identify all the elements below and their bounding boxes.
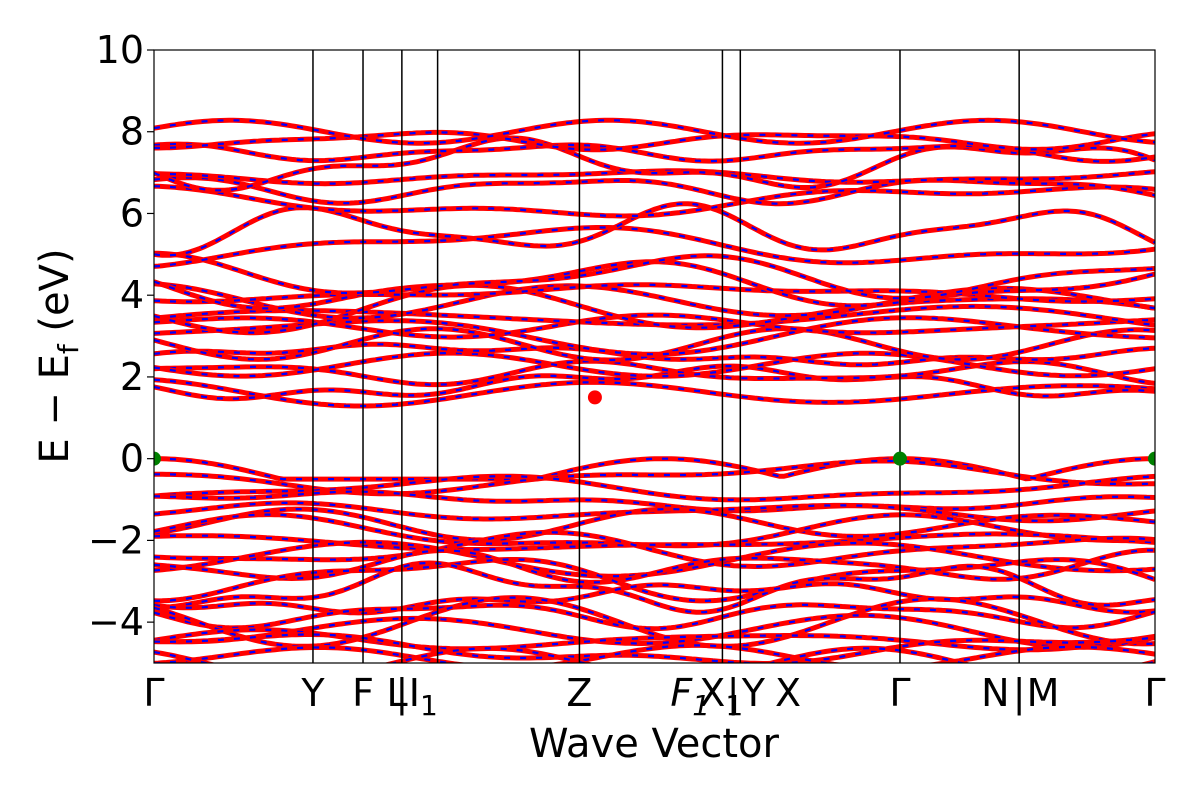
band-line-blue-dashed xyxy=(154,327,1155,362)
vbm-marker xyxy=(892,451,907,466)
x-tick-label: Γ xyxy=(889,671,910,715)
y-tick-label: −2 xyxy=(88,518,144,562)
band-line-red xyxy=(154,581,1155,616)
band-line-blue-dashed xyxy=(154,260,1155,310)
cbm-marker xyxy=(587,390,602,405)
band-line-red xyxy=(154,183,1155,219)
y-axis-title: E − Ef (eV) xyxy=(32,248,85,463)
plot-frame xyxy=(153,49,1156,664)
x-tick-label: N xyxy=(981,671,1009,715)
x-tick-label: Y xyxy=(300,671,325,715)
band-line-blue-dashed xyxy=(154,628,1155,651)
x-tick-label: Z xyxy=(566,671,592,715)
band-line-red xyxy=(154,506,1155,543)
band-line-blue-dashed xyxy=(154,532,1155,551)
x-tick-label: Γ xyxy=(143,671,164,715)
extrema-markers xyxy=(154,390,1155,466)
y-tick-label: 6 xyxy=(120,191,144,235)
y-tick-label: 0 xyxy=(120,437,144,481)
band-line-blue-dashed xyxy=(154,459,1155,495)
y-tick-label: 2 xyxy=(120,355,144,399)
x-tick-label: X1 xyxy=(699,671,743,722)
band-line-red xyxy=(154,529,1155,569)
band-line-red xyxy=(154,642,1155,663)
band-line-blue-dashed xyxy=(154,475,1155,502)
band-line-red xyxy=(154,612,1155,650)
band-line-red xyxy=(154,117,1155,146)
band-line-red xyxy=(154,175,1155,207)
x-axis-title: Wave Vector xyxy=(529,721,780,767)
band-line-blue-dashed xyxy=(154,252,1155,300)
band-line-blue-dashed xyxy=(154,283,1155,303)
band-line-blue-dashed xyxy=(154,131,1155,151)
x-tick-label: | xyxy=(395,671,408,716)
y-tick-label: 10 xyxy=(96,28,144,72)
band-line-red xyxy=(154,225,1155,269)
x-tick-label: M xyxy=(1027,671,1060,715)
x-tick-label: F xyxy=(352,671,374,715)
x-tick-label: L xyxy=(387,671,408,715)
high-symmetry-lines xyxy=(312,50,1020,663)
band-line-blue-dashed xyxy=(154,490,1155,512)
band-line-red xyxy=(154,632,1155,663)
x-tick-label: | xyxy=(727,671,740,716)
vbm-marker xyxy=(154,451,161,466)
band-line-blue-dashed xyxy=(154,561,1155,614)
y-tick-label: 8 xyxy=(120,110,144,154)
band-line-red xyxy=(154,547,1155,585)
x-tick-label: I1 xyxy=(409,671,438,722)
band-lines xyxy=(154,117,1155,663)
band-line-red xyxy=(154,129,1155,153)
x-tick-label: Y xyxy=(741,671,766,715)
band-line-blue-dashed xyxy=(154,284,1155,334)
vbm-marker xyxy=(1148,451,1155,466)
y-axis-ticks: −4 −2 0 2 4 6 8 10 xyxy=(88,28,154,644)
y-tick-label: −4 xyxy=(88,600,144,644)
band-line-blue-dashed xyxy=(154,136,1155,192)
band-line-blue-dashed xyxy=(154,314,1155,339)
band-line-red xyxy=(154,602,1155,632)
x-tick-label: X xyxy=(775,671,801,715)
band-line-red xyxy=(154,281,1155,321)
y-tick-label: 4 xyxy=(120,273,144,317)
x-tick-label: | xyxy=(1013,671,1026,716)
band-line-red xyxy=(154,350,1155,379)
x-tick-label: Γ xyxy=(1144,671,1165,715)
x-tick-label: F1 xyxy=(670,671,710,722)
